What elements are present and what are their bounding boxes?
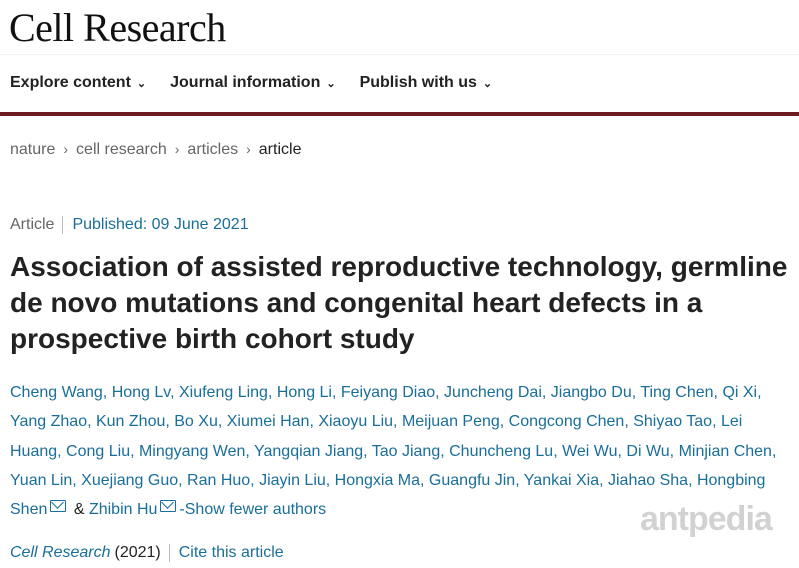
published-date: Published: 09 June 2021 xyxy=(72,216,249,233)
nav-journal-information[interactable]: Journal information ⌄ xyxy=(170,74,335,92)
chevron-down-icon: ⌄ xyxy=(482,78,493,90)
journal-logo[interactable]: Cell Research xyxy=(9,5,226,50)
nav-publish-with-us[interactable]: Publish with us ⌄ xyxy=(360,74,493,92)
journal-link[interactable]: Cell Research xyxy=(10,544,111,561)
breadcrumb-current: article xyxy=(258,141,302,158)
chevron-right-icon: › xyxy=(63,141,69,157)
citation-line: Cell Research (2021) Cite this article xyxy=(10,544,284,562)
nav-label: Journal information xyxy=(170,74,321,91)
author-list: Cheng Wang, Hong Lv, Xiufeng Ling, Hong … xyxy=(10,378,776,524)
chevron-right-icon: › xyxy=(174,141,180,157)
author-link[interactable]: Shen xyxy=(10,501,48,519)
nav-label: Publish with us xyxy=(359,74,477,91)
author-link[interactable]: Zhibin Hu xyxy=(88,501,158,519)
breadcrumb-cell-research[interactable]: cell research xyxy=(76,141,167,158)
article-title: Association of assisted reproductive tec… xyxy=(10,251,788,354)
article-type: Article xyxy=(10,216,64,234)
breadcrumb-nature[interactable]: nature xyxy=(10,141,56,158)
author-line: Shen & Zhibin Hu -Show fewer authors xyxy=(10,495,776,524)
main-nav: Explore content ⌄ Journal information ⌄ Pu… xyxy=(10,74,492,92)
nav-explore-content[interactable]: Explore content ⌄ xyxy=(10,74,146,92)
author-line[interactable]: Yuan Lin, Xuejiang Guo, Ran Huo, Jiayin … xyxy=(10,471,766,489)
publication-year: (2021) xyxy=(114,544,170,562)
chevron-right-icon: › xyxy=(246,141,251,157)
article-meta: Article Published: 09 June 2021 xyxy=(10,216,249,234)
author-line[interactable]: Cheng Wang, Hong Lv, Xiufeng Ling, Hong … xyxy=(10,384,762,401)
chevron-down-icon: ⌄ xyxy=(136,78,147,90)
accent-bar xyxy=(0,112,799,116)
divider xyxy=(0,54,799,55)
chevron-down-icon: ⌄ xyxy=(326,78,336,90)
breadcrumb-articles[interactable]: articles xyxy=(187,141,239,158)
author-line[interactable]: Yang Zhao, Kun Zhou, Bo Xu, Xiumei Han, … xyxy=(10,413,743,431)
author-line[interactable]: Huang, Cong Liu, Mingyang Wen, Yangqian … xyxy=(10,442,777,460)
show-fewer-authors-link[interactable]: -Show fewer authors xyxy=(179,501,327,519)
nav-label: Explore content xyxy=(10,74,131,91)
cite-this-article-link[interactable]: Cite this article xyxy=(178,544,284,561)
watermark-logo: antpedia xyxy=(640,500,773,538)
ampersand: & xyxy=(69,501,89,519)
breadcrumb: nature › cell research › articles › article xyxy=(10,141,301,159)
email-icon[interactable] xyxy=(160,500,177,513)
email-icon[interactable] xyxy=(50,500,67,513)
